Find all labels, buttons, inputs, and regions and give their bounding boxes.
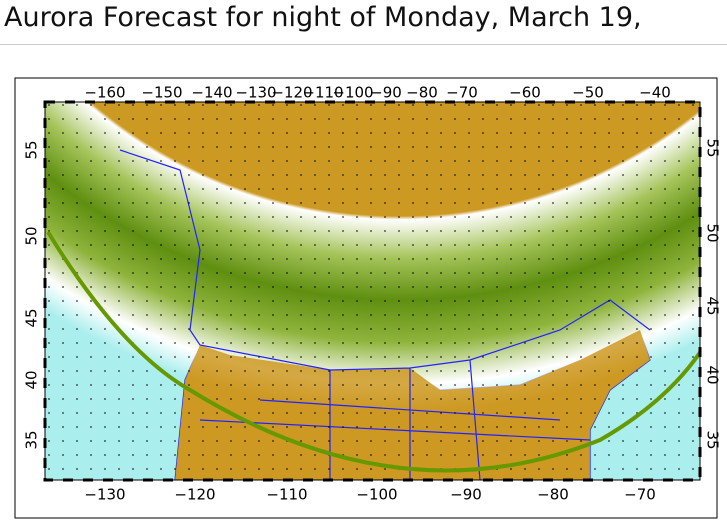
page-title: Aurora Forecast for night of Monday, Mar… <box>4 2 642 33</box>
bottom-lon-label: −100 <box>356 486 397 504</box>
left-lat-label: 45 <box>23 308 41 327</box>
right-lat-label: 40 <box>704 365 722 384</box>
top-lon-label: −130 <box>235 84 276 102</box>
view-line <box>46 230 700 473</box>
top-lon-label: −150 <box>141 84 182 102</box>
map-body <box>45 102 700 480</box>
left-lat-label: 35 <box>23 430 41 449</box>
top-lon-label: −40 <box>639 84 671 102</box>
left-lat-label: 55 <box>23 140 41 159</box>
top-lon-label: −90 <box>370 84 402 102</box>
right-lat-label: 50 <box>704 223 722 242</box>
bottom-lon-label: −90 <box>450 486 482 504</box>
left-lat-label: 40 <box>23 370 41 389</box>
right-lat-label: 55 <box>704 138 722 157</box>
left-lat-label: 50 <box>23 226 41 245</box>
right-lat-label: 35 <box>704 430 722 449</box>
bottom-lon-label: −80 <box>537 486 569 504</box>
grid-dots <box>45 102 700 480</box>
top-lon-label: −140 <box>191 84 232 102</box>
top-lon-label: −70 <box>446 84 478 102</box>
bottom-lon-label: −110 <box>266 486 307 504</box>
top-lon-label: −80 <box>406 84 438 102</box>
top-lon-label: −60 <box>509 84 541 102</box>
right-lat-label: 45 <box>704 296 722 315</box>
top-lon-label: −160 <box>84 84 125 102</box>
bottom-lon-label: −70 <box>624 486 656 504</box>
map-border-line <box>44 101 701 481</box>
top-lon-label: −120 <box>271 84 312 102</box>
top-lon-label: −110 <box>302 84 343 102</box>
title-rule <box>0 44 727 45</box>
bottom-lon-label: −120 <box>174 486 215 504</box>
top-lon-label: −100 <box>332 84 373 102</box>
bottom-lon-label: −130 <box>84 486 125 504</box>
top-lon-label: −50 <box>572 84 604 102</box>
